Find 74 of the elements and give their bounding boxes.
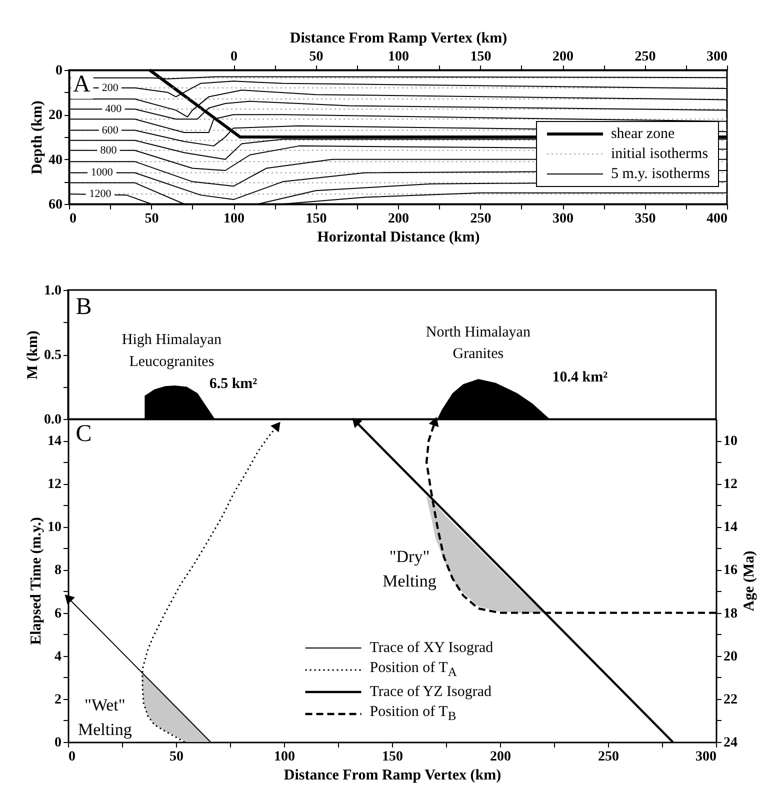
legend-label: shear zone bbox=[610, 124, 675, 144]
annotation: 6.5 km² bbox=[209, 376, 258, 392]
annotation: 800 bbox=[100, 144, 118, 156]
x-tick-label: 400 bbox=[706, 212, 728, 226]
y-tick-label: 0.0 bbox=[44, 412, 62, 428]
y2-tick-label: 12 bbox=[724, 477, 738, 492]
x-axis-title: Horizontal Distance (km) bbox=[317, 230, 480, 246]
annotation: North Himalayan Granites bbox=[426, 324, 531, 362]
y-tick-label: 2 bbox=[54, 692, 62, 708]
x-tick-label: 200 bbox=[388, 212, 409, 226]
y-tick-label: 10 bbox=[48, 520, 62, 536]
y2-tick-label: 24 bbox=[724, 736, 738, 750]
x2-tick-label: 250 bbox=[634, 50, 656, 64]
x-tick-label: 250 bbox=[470, 212, 492, 226]
annotation: 1200 bbox=[89, 188, 112, 200]
y-tick-label: 40 bbox=[48, 152, 62, 168]
y-tick-label: 20 bbox=[48, 108, 62, 124]
y2-tick-label: 20 bbox=[724, 649, 738, 664]
x2-tick-label: 300 bbox=[706, 50, 728, 64]
annotation: 200 bbox=[102, 82, 119, 94]
annotation: 1000 bbox=[90, 166, 114, 179]
annotation: High Himalayan Leucogranites bbox=[122, 332, 222, 370]
y-tick-label: 6 bbox=[54, 606, 62, 622]
annotation: "Wet" Melting bbox=[78, 696, 132, 740]
annotation: "Dry" Melting bbox=[382, 546, 437, 591]
x2-tick-label: 150 bbox=[470, 50, 492, 64]
y-tick-label: 60 bbox=[48, 198, 62, 212]
x-axis-title: Distance From Ramp Vertex (km) bbox=[284, 768, 502, 784]
legend-label: 5 m.y. isotherms bbox=[610, 164, 710, 184]
legend-label: Position of T$_{A}$ bbox=[370, 659, 457, 681]
x-tick-label: 50 bbox=[144, 212, 159, 226]
legend-label: Position of T$_{B}$ bbox=[370, 703, 456, 725]
x2-tick-label: 100 bbox=[388, 50, 409, 64]
x-tick-label: 300 bbox=[552, 212, 574, 226]
x2-tick-label: 200 bbox=[552, 50, 574, 64]
x2-axis-title: Distance From Ramp Vertex (km) bbox=[290, 30, 508, 46]
x-tick-label: 150 bbox=[382, 750, 403, 764]
x-tick-label: 0 bbox=[68, 750, 76, 764]
legend-label: Trace of YZ Isograd bbox=[370, 683, 492, 702]
x-tick-label: 250 bbox=[598, 750, 619, 764]
annotation: C bbox=[76, 421, 92, 448]
y-tick-label: 0.5 bbox=[44, 348, 62, 363]
y-tick-label: 0 bbox=[56, 64, 62, 78]
y2-tick-label: 14 bbox=[724, 520, 738, 536]
x-tick-label: 150 bbox=[306, 212, 327, 226]
x2-tick-label: 50 bbox=[309, 50, 324, 64]
y-tick-label: 8 bbox=[54, 563, 62, 578]
y-axis-title: Depth (km) bbox=[30, 100, 46, 174]
y-tick-label: 0 bbox=[54, 736, 62, 750]
y2-tick-label: 16 bbox=[724, 563, 738, 578]
y-tick-label: 14 bbox=[48, 434, 62, 450]
x-tick-label: 350 bbox=[634, 212, 656, 226]
legend-label: Trace of XY Isograd bbox=[370, 639, 494, 658]
x-tick-label: 100 bbox=[224, 212, 244, 226]
x-tick-label: 100 bbox=[274, 750, 295, 764]
x-tick-label: 200 bbox=[490, 750, 511, 764]
annotation: B bbox=[76, 294, 92, 320]
x2-tick-label: 0 bbox=[230, 50, 238, 64]
x-tick-label: 50 bbox=[170, 750, 184, 764]
x-tick-label: 0 bbox=[70, 212, 76, 226]
y2-tick-label: 22 bbox=[724, 692, 738, 708]
y2-axis-title: Age (Ma) bbox=[742, 550, 758, 612]
annotation: 400 bbox=[105, 103, 122, 116]
annotation: 10.4 km² bbox=[552, 369, 608, 386]
y-tick-label: 12 bbox=[48, 477, 62, 492]
y2-tick-label: 18 bbox=[724, 606, 738, 622]
x-tick-label: 300 bbox=[696, 750, 716, 764]
legend-label: initial isotherms bbox=[610, 144, 708, 164]
y-axis-title: M (km) bbox=[25, 330, 41, 380]
y-tick-label: 4 bbox=[54, 649, 62, 664]
y-tick-label: 1.0 bbox=[44, 284, 62, 298]
y-axis-title: Elapsed Time (m.y.) bbox=[28, 517, 44, 645]
y2-tick-label: 10 bbox=[724, 434, 738, 450]
annotation: 600 bbox=[102, 124, 119, 136]
